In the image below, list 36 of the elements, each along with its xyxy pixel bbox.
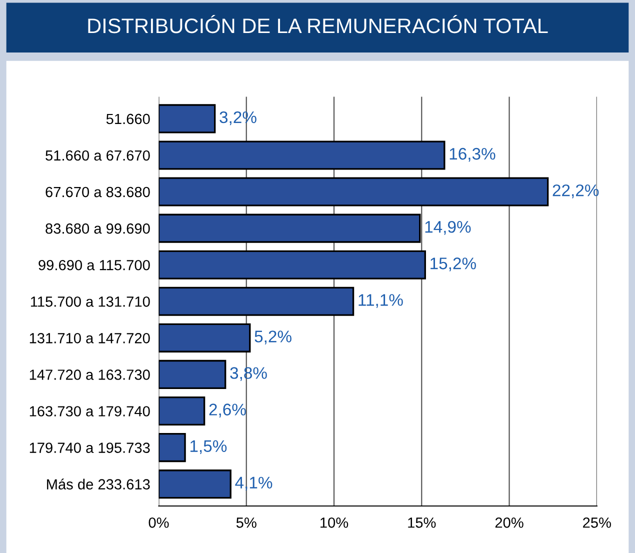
data-label: 5,2% [254,330,292,344]
x-tick-label: 15% [408,518,436,528]
y-tick-label: 147.720 a 163.730 [30,370,150,380]
x-tick-label: 25% [583,517,611,528]
x-tick-label: 5% [236,518,256,528]
y-tick-label: 99.690 a 115.700 [38,260,150,270]
bar [158,177,549,206]
x-tick-label: 0% [148,517,169,528]
data-label: 1,5% [190,440,227,454]
y-tick-label: 67.670 a 83.680 [46,186,150,198]
data-label: 15,2% [430,258,476,272]
bar [158,140,446,170]
bar [158,286,354,316]
bar [158,396,206,426]
data-label: 2,6% [209,404,246,418]
data-label: 11,1% [358,294,403,308]
chart-title: DISTRIBUCIÓN DE LA REMUNERACIÓN TOTAL [88,14,548,34]
x-tick-label: 20% [495,517,524,528]
bar [158,250,426,280]
y-tick-label: 163.730 a 179.740 [30,406,150,416]
bar [158,214,421,243]
y-tick-label: Más de 233.613 [47,478,150,490]
y-tick-label: 131.710 a 147.720 [30,333,150,344]
data-label: 14,9% [425,220,471,235]
y-tick-label: 51.660 a 67.670 [46,150,150,161]
bar [158,433,186,462]
y-tick-label: 115.700 a 131.710 [30,296,150,307]
y-tick-label: 179.740 a 195.733 [30,442,150,453]
bar [158,470,232,499]
bar [158,323,251,352]
bar [158,360,226,389]
y-tick-label: 51.660 [106,114,150,124]
y-tick-label: 83.680 a 99.690 [46,223,150,234]
bar [158,104,216,134]
data-label: 16,3% [450,148,496,162]
x-tick-label: 10% [320,517,348,528]
